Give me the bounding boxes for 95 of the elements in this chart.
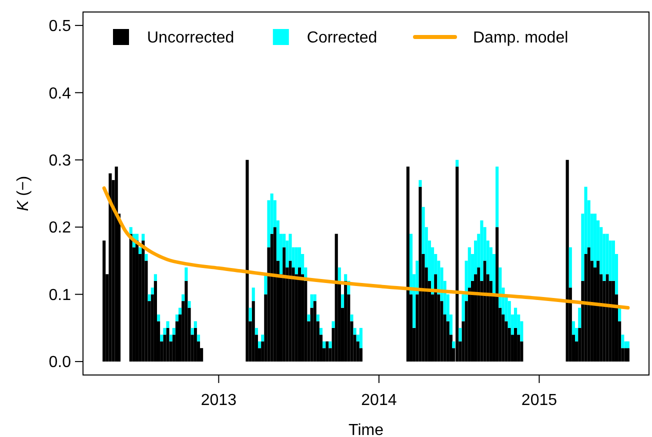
bar — [194, 321, 197, 328]
bar — [129, 227, 132, 234]
bar — [252, 288, 255, 302]
bar — [458, 328, 462, 342]
bar — [294, 247, 298, 274]
bar — [138, 247, 142, 254]
bar — [606, 274, 609, 362]
y-tick-label: 0.3 — [48, 152, 72, 170]
bar — [578, 308, 582, 328]
bar — [322, 341, 326, 348]
y-tick-label: 0.4 — [48, 85, 72, 102]
bar — [496, 227, 499, 362]
bar — [148, 294, 151, 302]
bar — [264, 274, 268, 294]
line-series — [102, 186, 630, 310]
bar — [169, 334, 172, 342]
y-tick-label: 0.1 — [48, 286, 72, 304]
bar — [307, 314, 310, 322]
y-axis-title: K (−) — [15, 176, 32, 212]
bar — [142, 240, 145, 362]
bar — [483, 260, 486, 362]
y-tick-label: 0.5 — [48, 18, 72, 36]
bar — [334, 234, 338, 362]
bar — [618, 308, 622, 322]
bar — [288, 260, 292, 362]
bar — [332, 321, 335, 328]
bar — [596, 260, 600, 362]
bar — [166, 321, 170, 328]
bar — [452, 341, 456, 348]
bar — [188, 301, 191, 308]
bar — [163, 328, 166, 335]
bar — [252, 301, 255, 362]
bar — [587, 247, 590, 362]
bar — [129, 234, 132, 362]
bar — [184, 267, 188, 281]
bar — [480, 220, 484, 281]
bar — [456, 166, 459, 362]
bar — [246, 160, 249, 362]
bar — [310, 294, 314, 308]
bar — [418, 180, 422, 187]
bar — [160, 334, 164, 342]
bar — [344, 274, 348, 281]
bar — [142, 234, 145, 241]
bar — [108, 173, 112, 362]
bar — [194, 328, 197, 362]
bar — [338, 267, 341, 281]
bar — [182, 294, 185, 302]
x-tick-label: 2013 — [200, 392, 237, 409]
bar — [258, 341, 262, 348]
bar — [434, 274, 438, 362]
bar — [261, 334, 264, 342]
legend-label: Uncorrected — [147, 30, 234, 47]
x-tick-label: 2014 — [361, 392, 397, 409]
bar — [313, 301, 316, 362]
bar — [340, 294, 344, 308]
bar — [316, 314, 320, 322]
bar — [175, 314, 179, 322]
bar — [406, 166, 410, 362]
bar — [418, 186, 422, 362]
y-tick-label: 0.0 — [48, 354, 72, 372]
bar — [166, 328, 170, 362]
bar — [156, 314, 160, 322]
bar — [621, 334, 624, 348]
bar — [319, 328, 323, 335]
bar — [254, 328, 258, 335]
bar — [196, 334, 200, 342]
bar — [350, 314, 354, 322]
bar — [328, 341, 332, 348]
bar — [150, 288, 154, 294]
legend-label: Corrected — [306, 30, 378, 47]
bar — [172, 328, 176, 335]
bar — [248, 308, 252, 322]
bar — [184, 280, 188, 362]
x-tick-label: 2015 — [521, 392, 558, 409]
bar — [282, 247, 286, 362]
bar — [353, 328, 356, 335]
bar — [612, 280, 615, 362]
bar — [190, 328, 194, 335]
bar — [477, 267, 480, 362]
bar — [154, 280, 157, 362]
bar — [144, 254, 148, 261]
x-axis-title: Time — [348, 422, 384, 437]
bar — [568, 247, 572, 288]
bar — [273, 227, 276, 362]
bar — [326, 341, 329, 362]
bar — [566, 160, 569, 362]
bar — [178, 308, 182, 314]
y-tick-label: 0.2 — [48, 220, 72, 237]
legend-label: Damp. model — [473, 30, 568, 47]
bar — [344, 280, 348, 362]
bar — [359, 328, 362, 348]
bar — [154, 274, 157, 281]
bar — [102, 240, 106, 362]
bar — [496, 166, 499, 228]
bar — [456, 160, 459, 167]
